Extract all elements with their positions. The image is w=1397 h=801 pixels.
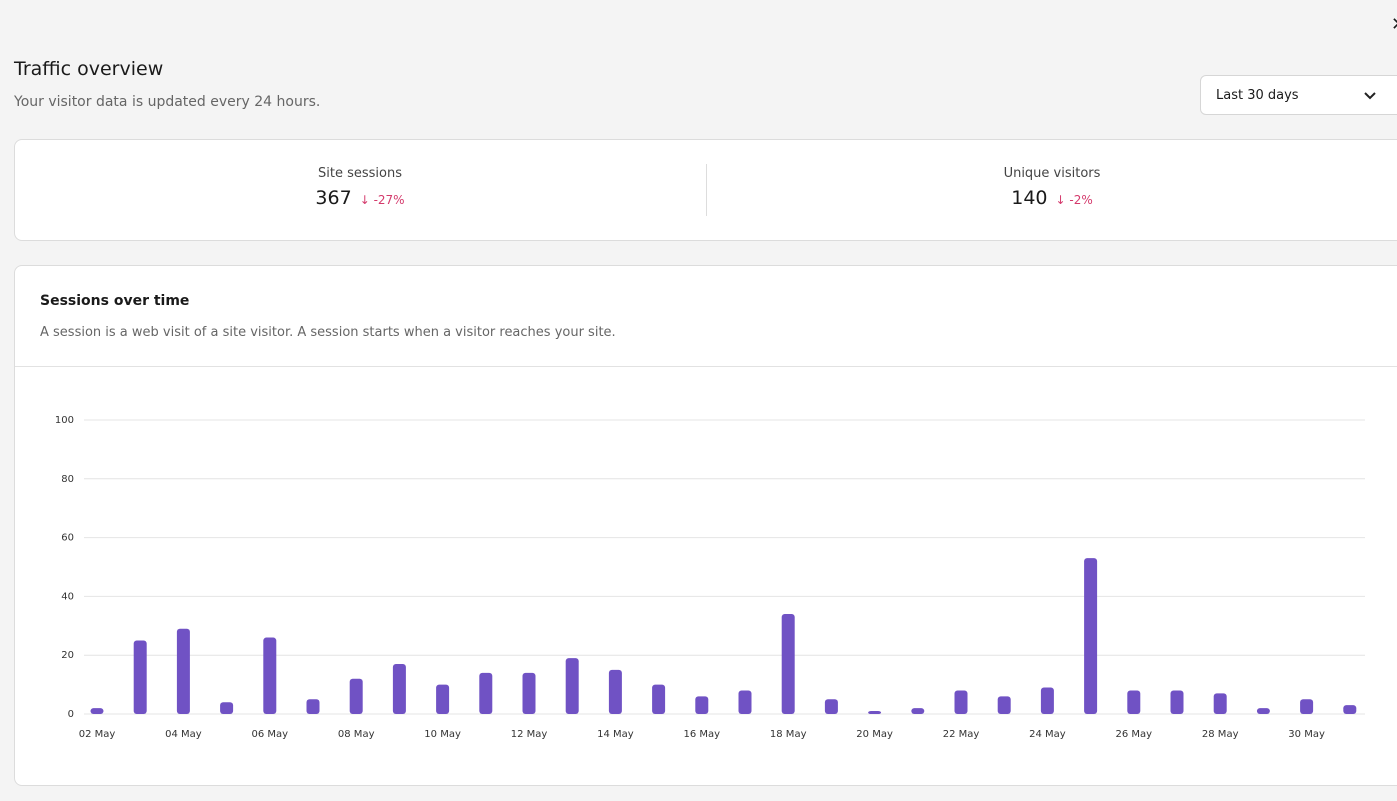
bar [220,702,234,714]
page-subtitle: Your visitor data is updated every 24 ho… [14,94,321,110]
bar [176,628,190,714]
stat-value: 367 [315,187,352,209]
stats-card: Site sessions 367 ↓ -27% Unique visitors … [14,139,1397,241]
stat-change: -27% [373,193,405,207]
bar [1300,699,1314,714]
stat: Site sessions 367 ↓ -27% [15,140,705,209]
x-tick-label: 14 May [597,729,634,740]
bar [392,664,406,714]
bar [522,672,536,714]
range-dropdown[interactable]: Last 30 days [1200,75,1397,115]
bar [1213,693,1227,714]
bar [652,684,666,714]
bar [479,672,493,714]
bar [1343,705,1357,714]
bar [954,690,968,714]
bar [824,699,838,714]
bar [911,708,925,714]
bar [263,637,277,714]
x-tick-label: 10 May [424,729,461,740]
bar [90,708,104,714]
x-tick-label: 04 May [165,729,202,740]
panel-title: Sessions over time [40,293,190,309]
stat-value: 140 [1011,187,1048,209]
divider [15,366,1397,367]
bar [565,658,579,714]
bar [695,696,709,714]
stat-change: -2% [1069,193,1093,207]
x-tick-label: 28 May [1202,729,1239,740]
x-tick-label: 02 May [79,729,116,740]
bar [1127,690,1141,714]
stat: Unique visitors 140 ↓ -2% [707,140,1397,209]
page-title: Traffic overview [14,58,164,80]
y-tick-label: 80 [61,474,74,485]
x-tick-label: 30 May [1288,729,1325,740]
stat-label: Unique visitors [1003,166,1101,181]
y-tick-label: 20 [61,650,74,661]
y-tick-label: 0 [68,709,74,720]
x-tick-label: 08 May [338,729,375,740]
stat-label: Site sessions [318,166,402,181]
bar [868,711,882,714]
y-tick-label: 60 [61,533,74,544]
chevron-icon [1364,92,1376,100]
bar [1256,708,1270,714]
panel-description: A session is a web visit of a site visit… [40,325,616,340]
bar [781,614,795,714]
bar [306,699,320,714]
x-tick-label: 06 May [252,729,289,740]
y-tick-label: 40 [61,591,74,602]
bar [1040,687,1054,714]
bar [133,640,147,714]
x-tick-label: 24 May [1029,729,1066,740]
bar [997,696,1011,714]
bar [608,669,622,714]
x-tick-label: 20 May [856,729,893,740]
x-tick-label: 16 May [684,729,721,740]
dropdown-label: Last 30 days [1216,88,1299,103]
bar [1084,558,1098,714]
close-icon[interactable]: ✕ [1391,14,1397,35]
bar [436,684,450,714]
x-tick-label: 26 May [1116,729,1153,740]
x-tick-label: 22 May [943,729,980,740]
bar [349,678,363,714]
divider [706,164,707,216]
bar [738,690,752,714]
y-tick-label: 100 [55,415,74,426]
x-tick-label: 12 May [511,729,548,740]
x-tick-label: 18 May [770,729,807,740]
bar [1170,690,1184,714]
